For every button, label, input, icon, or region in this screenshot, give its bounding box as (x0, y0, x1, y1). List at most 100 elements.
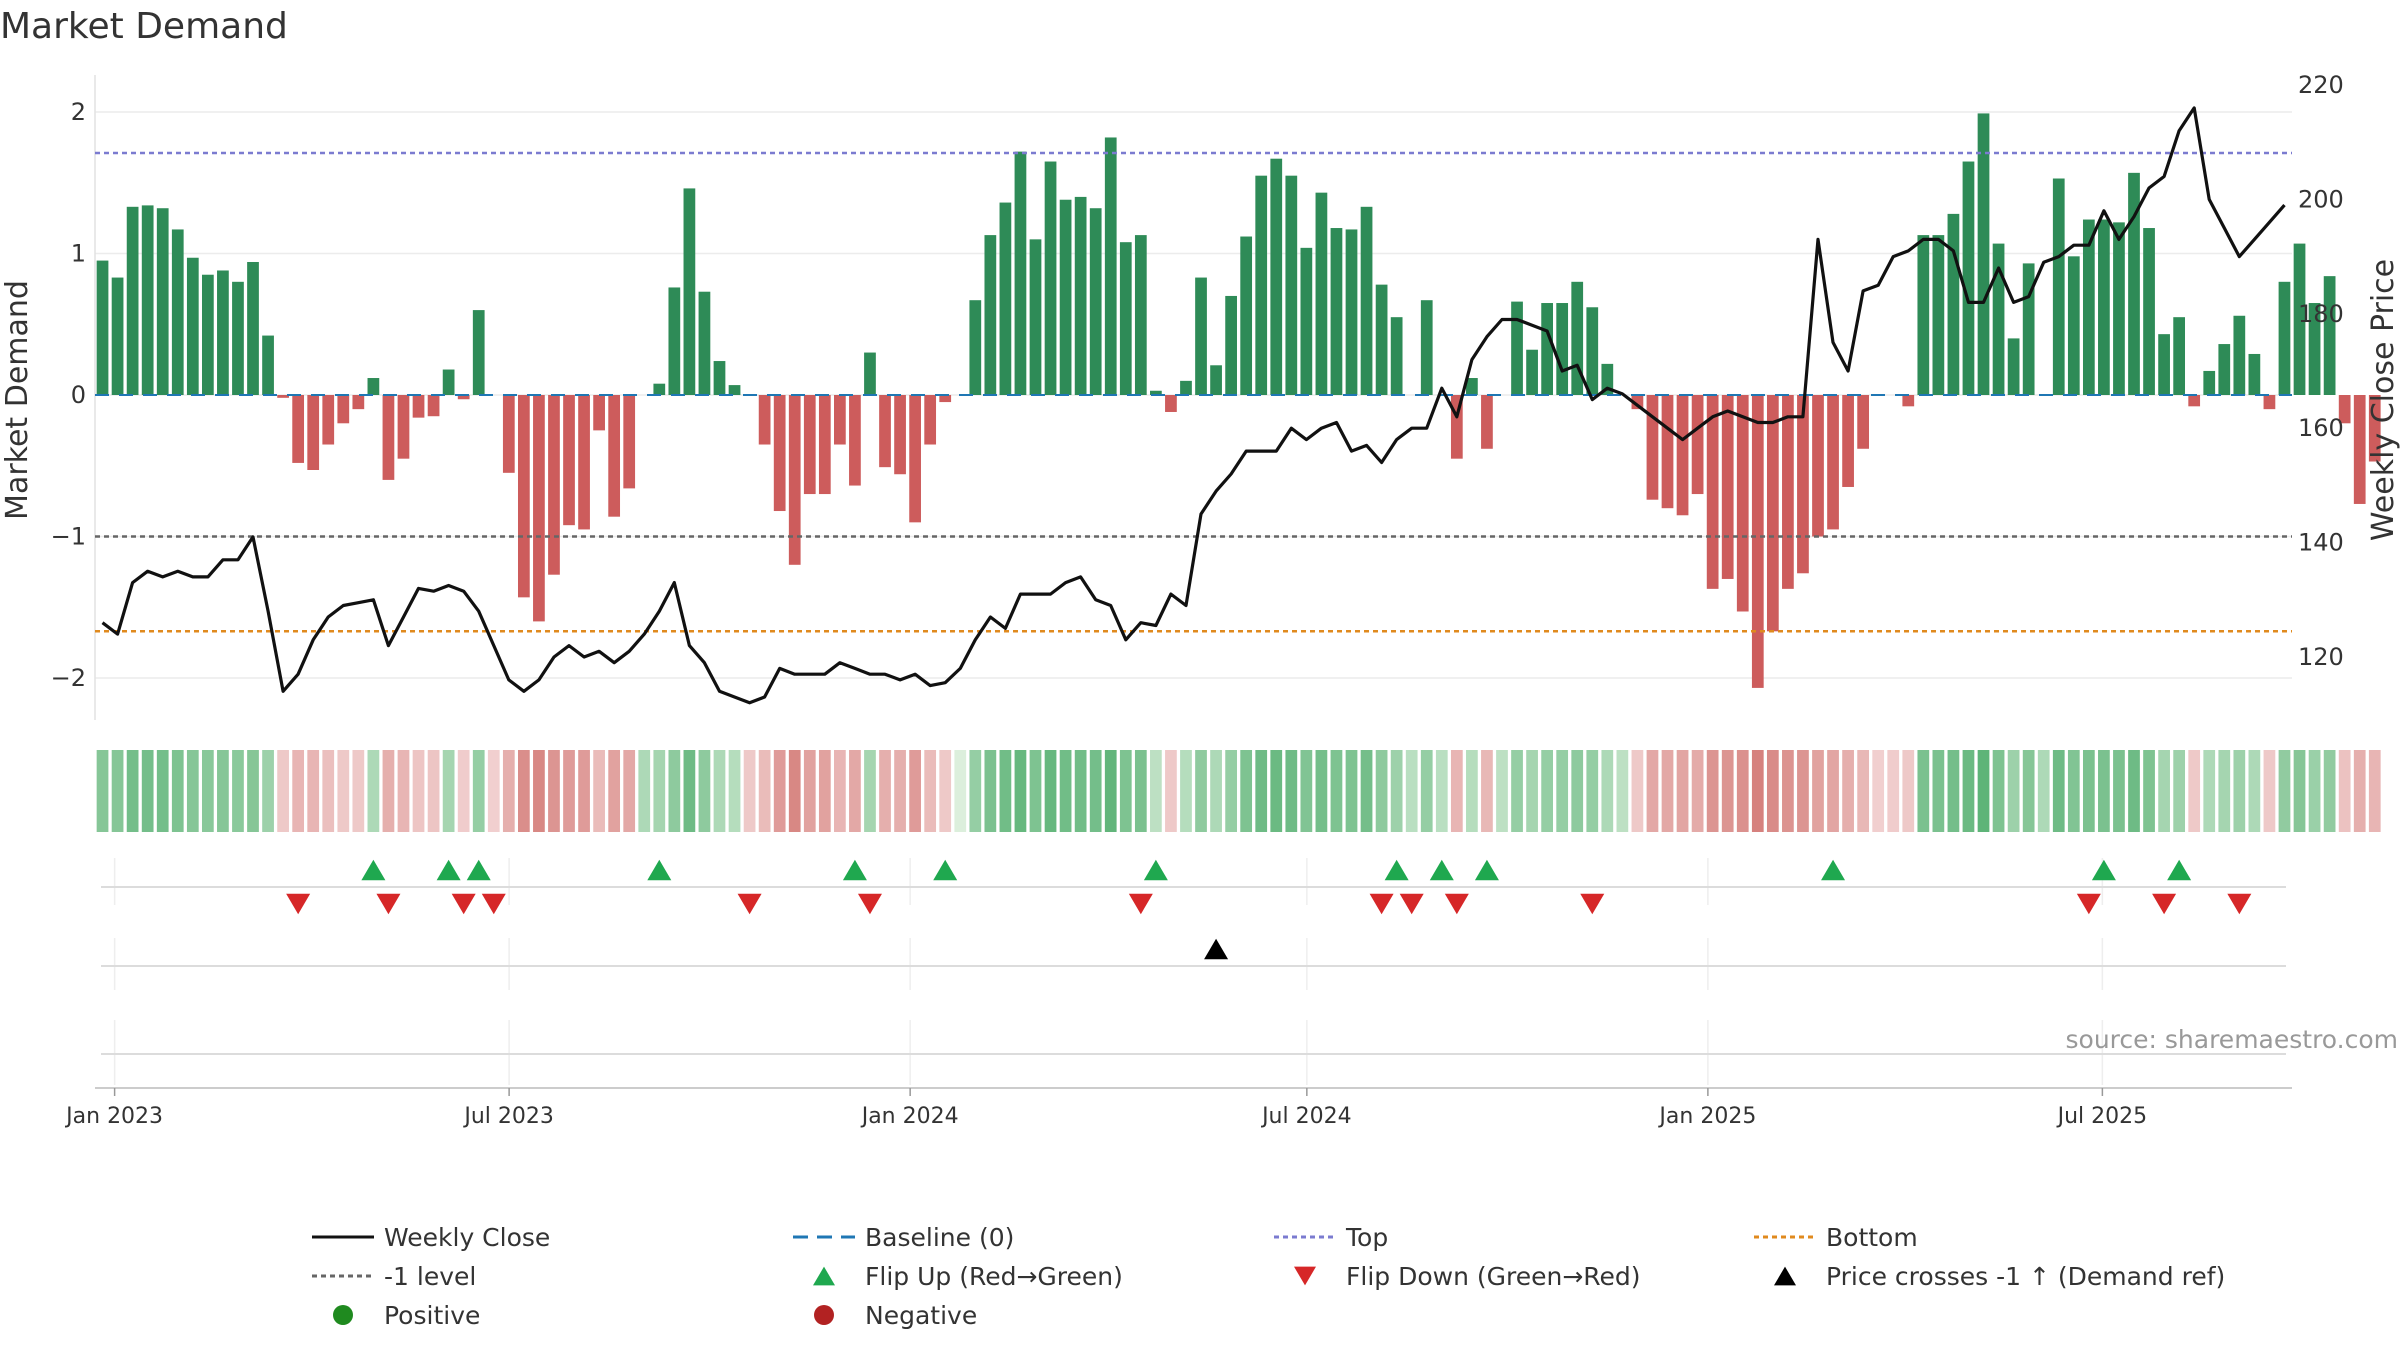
strip-cell (1044, 750, 1057, 832)
strip-cell (1315, 750, 1328, 832)
strip-cell (2143, 750, 2155, 832)
right-axis: 220 200 180 160 140 120 (2298, 71, 2344, 671)
positive-bar (1466, 378, 1478, 395)
negative-bar (533, 395, 545, 622)
strip-cell (2158, 750, 2170, 832)
negative-bar (307, 395, 320, 470)
strip-cell (818, 750, 831, 832)
strip-cell (2022, 750, 2035, 832)
positive-bar (1315, 192, 1328, 395)
left-tick-label: 1 (71, 240, 86, 268)
positive-bar (1977, 113, 1990, 395)
flip-up-marker (647, 859, 672, 881)
strip-cell (728, 750, 741, 832)
strip-cell (201, 750, 214, 832)
strip-cell (1571, 750, 1584, 832)
strip-cell (713, 750, 726, 832)
legend-item: Flip Down (Green→Red) (1294, 1262, 1641, 1291)
right-tick-label: 140 (2298, 529, 2344, 557)
strip-cell (1812, 750, 1824, 832)
strip-cell (1721, 750, 1734, 832)
strip-cell (1270, 750, 1283, 832)
legend-label: Positive (384, 1301, 480, 1330)
positive-bar (2308, 303, 2321, 395)
strip-cell (743, 750, 756, 832)
negative-bar (1736, 395, 1749, 612)
legend-item: Top (1274, 1223, 1388, 1252)
strip-cell (1541, 750, 1553, 832)
strip-cell (442, 750, 455, 832)
legend-label: Weekly Close (384, 1223, 550, 1252)
negative-bar (834, 395, 846, 445)
negative-bar (803, 395, 816, 495)
legend-item: Weekly Close (312, 1223, 550, 1252)
strip-cell (939, 750, 952, 832)
strip-cell (984, 750, 997, 832)
strip-cell (232, 750, 244, 832)
strip-cell (96, 750, 109, 832)
strip-cell (292, 750, 305, 832)
positive-bar (201, 274, 214, 395)
strip-cell (1225, 750, 1237, 832)
positive-bar (1300, 247, 1313, 395)
negative-bar (1646, 395, 1659, 500)
positive-bar (2098, 219, 2110, 395)
negative-bar (1631, 395, 1644, 410)
strip-cell (1706, 750, 1719, 832)
strip-cell (397, 750, 410, 832)
strip-cell (1496, 750, 1508, 832)
strip-cell (2338, 750, 2351, 832)
flip-down-marker (2076, 893, 2101, 915)
positive-bar (1180, 380, 1192, 395)
strip-cell (1134, 750, 1147, 832)
strip-cell (803, 750, 816, 832)
strip-cell (2278, 750, 2291, 832)
strip-cell (773, 750, 786, 832)
negative-bar (2338, 395, 2351, 424)
negative-bar (1661, 395, 1674, 509)
positive-bar (2113, 222, 2125, 395)
strip-cell (548, 750, 560, 832)
negative-bar (1812, 395, 1824, 537)
positive-bar (1029, 239, 1042, 395)
flip-up-marker (1429, 859, 1454, 881)
strip-cell (337, 750, 350, 832)
date-tick-label: Jul 2025 (2056, 1104, 2148, 1129)
flip-up-marker (1821, 859, 1846, 881)
positive-bar (1586, 307, 1599, 395)
positive-bar (1255, 175, 1268, 395)
strip-cell (969, 750, 982, 832)
flip-up-marker (436, 859, 461, 881)
positive-bar (1947, 213, 1960, 395)
positive-bar (2203, 370, 2216, 395)
right-axis-label: Weekly Close Price (2366, 259, 2400, 541)
strip-cell (186, 750, 199, 832)
strip-cell (2263, 750, 2276, 832)
negative-bar (578, 395, 590, 530)
gridlines (94, 75, 2292, 720)
left-tick-label: 0 (71, 381, 86, 409)
positive-bar (1134, 235, 1147, 395)
price-cross-panel (101, 938, 2286, 990)
positive-bar (1345, 229, 1358, 395)
strip-cell (924, 750, 937, 832)
strip-cell (1345, 750, 1358, 832)
strip-cell (2128, 750, 2140, 832)
strip-cell (668, 750, 681, 832)
legend-item: Positive (333, 1301, 480, 1330)
strip-cell (322, 750, 335, 832)
strip-cell (1526, 750, 1538, 832)
right-tick-label: 180 (2298, 300, 2344, 328)
strip-cell (1360, 750, 1373, 832)
strip-cell (909, 750, 921, 832)
positive-bar (217, 270, 229, 395)
positive-bar (1195, 277, 1207, 395)
flip-marker-panel (101, 858, 2286, 915)
strip-cell (1917, 750, 1930, 832)
strip-cell (247, 750, 259, 832)
negative-bar (1766, 395, 1779, 632)
negative-bar (1481, 395, 1493, 449)
positive-bar (367, 378, 380, 395)
negative-bar (1751, 395, 1764, 688)
strip-cell (2323, 750, 2336, 832)
